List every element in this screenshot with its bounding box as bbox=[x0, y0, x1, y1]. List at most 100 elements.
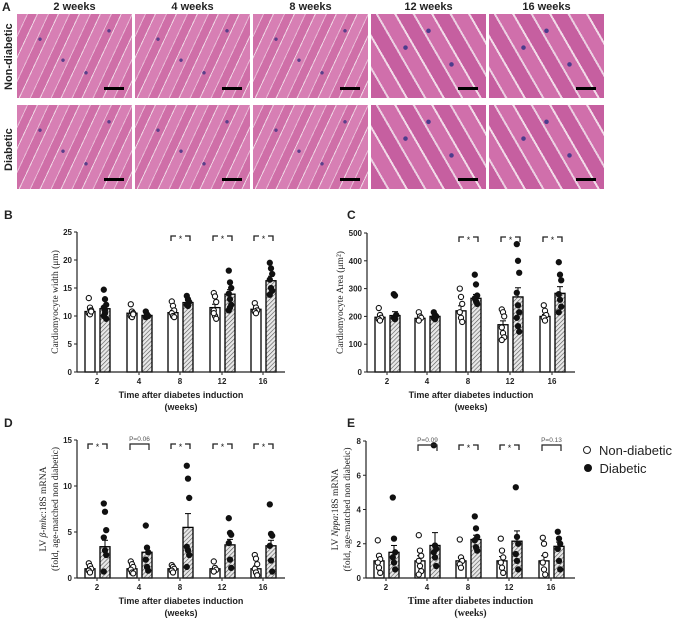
data-point-diabetic bbox=[472, 525, 480, 532]
panel-letter-a: A bbox=[2, 0, 11, 14]
data-point-non-diabetic bbox=[210, 568, 217, 575]
data-point-non-diabetic bbox=[377, 569, 384, 577]
x-tick-label: 2 bbox=[95, 583, 100, 592]
bar-diabetic bbox=[429, 315, 441, 373]
data-point-diabetic bbox=[555, 309, 562, 316]
y-tick-label: 400 bbox=[349, 257, 363, 266]
panel-letter: D bbox=[4, 416, 13, 430]
legend: Non-diabetic Diabetic bbox=[583, 441, 672, 477]
chart-d: D 0 5 10 15 2 * 4 P=0.06 8 * 12 * 16 * Time after diabe… bbox=[4, 416, 285, 618]
significance-bracket bbox=[170, 235, 191, 241]
data-point-non-diabetic bbox=[213, 298, 220, 306]
y-tick-label: 15 bbox=[63, 284, 72, 293]
scale-bar bbox=[340, 87, 360, 90]
data-point-diabetic bbox=[558, 303, 565, 310]
data-point-non-diabetic bbox=[500, 569, 507, 577]
data-point-non-diabetic bbox=[457, 293, 465, 301]
data-point-diabetic bbox=[103, 527, 110, 534]
data-point-non-diabetic bbox=[456, 309, 463, 316]
data-point-diabetic bbox=[186, 551, 193, 559]
bar-diabetic bbox=[141, 314, 153, 373]
p-value-label: P=0.09 bbox=[417, 437, 438, 444]
y-tick-label: 15 bbox=[63, 436, 72, 445]
bar-diabetic bbox=[389, 314, 401, 373]
data-point-non-diabetic bbox=[375, 564, 383, 571]
data-point-non-diabetic bbox=[540, 566, 548, 573]
significance-bracket bbox=[87, 443, 108, 449]
data-point-diabetic bbox=[228, 284, 235, 292]
data-point-diabetic bbox=[101, 296, 109, 303]
data-point-diabetic bbox=[557, 540, 564, 547]
x-tick-label: 16 bbox=[259, 583, 268, 592]
y-axis-label-prefix: Cardiomyocyte width (μm) bbox=[50, 250, 61, 354]
data-point-diabetic bbox=[392, 566, 399, 573]
scale-bar bbox=[576, 87, 596, 90]
x-axis-label: Time after diabetes induction bbox=[119, 390, 244, 400]
significance-bracket bbox=[212, 443, 233, 449]
data-point-diabetic bbox=[514, 302, 522, 309]
significance-bracket bbox=[458, 236, 479, 242]
data-point-diabetic bbox=[512, 550, 519, 558]
data-point-non-diabetic bbox=[459, 318, 466, 326]
x-tick-label: 4 bbox=[425, 583, 430, 592]
data-point-diabetic bbox=[555, 259, 562, 266]
data-point-diabetic bbox=[431, 554, 439, 561]
significance-star: * bbox=[508, 443, 512, 453]
legend-label: Non-diabetic bbox=[599, 442, 672, 458]
scale-bar bbox=[458, 178, 478, 181]
x-tick-label: 16 bbox=[547, 583, 556, 592]
data-point-non-diabetic bbox=[542, 551, 549, 559]
y-tick-label: 0 bbox=[357, 574, 362, 583]
data-point-non-diabetic bbox=[88, 308, 95, 315]
data-point-non-diabetic bbox=[415, 317, 422, 324]
data-point-non-diabetic bbox=[86, 569, 94, 576]
histology-image bbox=[17, 105, 132, 189]
bar-non-diabetic bbox=[84, 310, 96, 373]
data-point-diabetic bbox=[103, 551, 110, 559]
data-point-non-diabetic bbox=[416, 547, 424, 554]
data-point-non-diabetic bbox=[169, 569, 177, 576]
data-point-non-diabetic bbox=[497, 559, 504, 566]
data-point-diabetic bbox=[472, 281, 480, 288]
data-point-diabetic bbox=[515, 566, 522, 573]
significance-bracket bbox=[499, 444, 520, 450]
data-point-diabetic bbox=[391, 292, 399, 299]
chart-c: C 0 100 200 300 400 500 2 4 8 * 12 * 16 * Time after di… bbox=[335, 208, 575, 412]
legend-label: Diabetic bbox=[599, 460, 647, 476]
data-point-diabetic bbox=[228, 531, 235, 538]
data-point-non-diabetic bbox=[539, 559, 546, 566]
x-tick-label: 4 bbox=[425, 377, 430, 386]
column-label: 8 weeks bbox=[289, 1, 332, 13]
scale-bar bbox=[104, 87, 124, 90]
significance-star: * bbox=[96, 442, 100, 452]
data-point-diabetic bbox=[100, 500, 107, 507]
data-point-diabetic bbox=[184, 302, 192, 310]
column-label: 2 weeks bbox=[53, 1, 96, 13]
y-axis-label: LV β-mhc:18S mRNA bbox=[39, 466, 49, 551]
y-tick-label: 0 bbox=[358, 368, 363, 377]
data-point-non-diabetic bbox=[501, 313, 508, 320]
data-point-non-diabetic bbox=[542, 571, 549, 578]
scale-bar bbox=[222, 87, 242, 90]
significance-bracket bbox=[458, 444, 479, 450]
data-point-non-diabetic bbox=[210, 310, 217, 317]
data-point-diabetic bbox=[100, 286, 107, 293]
column-label: 4 weeks bbox=[171, 1, 214, 13]
data-point-non-diabetic bbox=[252, 310, 260, 317]
data-point-diabetic bbox=[145, 549, 152, 556]
y-tick-label: 6 bbox=[357, 471, 362, 480]
data-point-diabetic bbox=[225, 290, 232, 297]
x-tick-label: 2 bbox=[95, 377, 100, 386]
data-point-diabetic bbox=[433, 562, 440, 570]
y-axis-label-suffix: :18S mRNA bbox=[39, 466, 49, 513]
x-tick-label: 8 bbox=[178, 377, 183, 386]
x-tick-label: 2 bbox=[384, 583, 389, 592]
data-point-non-diabetic bbox=[85, 294, 92, 302]
data-point-non-diabetic bbox=[415, 532, 422, 539]
bar-non-diabetic bbox=[414, 317, 426, 373]
data-point-diabetic bbox=[269, 270, 276, 278]
filled-circle-icon bbox=[583, 464, 592, 472]
y-tick-label: 10 bbox=[63, 312, 72, 321]
y-axis-label: Cardiomyocyte Area (μm²) bbox=[335, 251, 346, 354]
data-point-diabetic bbox=[513, 240, 520, 248]
